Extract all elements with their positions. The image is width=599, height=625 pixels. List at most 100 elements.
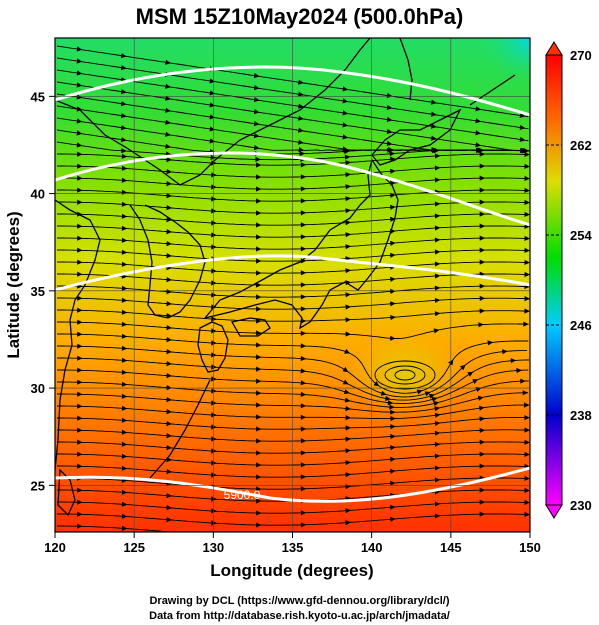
streamline-arrow	[390, 216, 396, 222]
streamline-arrow	[345, 160, 351, 166]
streamline-arrow	[479, 247, 486, 253]
streamline-arrow	[253, 133, 260, 139]
streamline-arrow	[211, 232, 217, 238]
streamline-arrow	[390, 240, 396, 246]
streamline-arrow	[300, 522, 307, 528]
streamline-arrow	[77, 187, 83, 193]
streamline-arrow	[166, 361, 172, 367]
coast-russia	[55, 38, 371, 186]
streamline-arrow	[76, 46, 83, 52]
streamline-arrow	[211, 340, 217, 346]
streamline-arrow	[386, 140, 393, 147]
streamline-arrow	[524, 511, 530, 517]
streamline-arrow	[211, 376, 217, 382]
height-contours	[55, 65, 530, 503]
streamline-arrow	[121, 165, 128, 171]
streamline-arrow	[467, 371, 474, 377]
streamline-arrow	[300, 174, 307, 180]
colorbar-tick-label: 262	[570, 138, 592, 153]
streamline-arrow	[416, 389, 423, 395]
x-tick-label: 135	[282, 540, 304, 555]
streamline-arrow	[211, 292, 217, 298]
streamline-arrow	[211, 424, 217, 430]
streamline-arrow	[524, 415, 530, 421]
streamline-arrow	[77, 247, 83, 253]
streamline-arrow	[256, 162, 262, 168]
y-tick-label: 40	[31, 187, 45, 202]
streamline-arrow	[120, 113, 127, 119]
y-tick-label: 45	[31, 89, 45, 104]
streamline-arrow	[165, 59, 171, 65]
streamline	[57, 369, 529, 404]
streamline-arrow	[166, 289, 172, 295]
streamline-arrow	[390, 288, 396, 294]
streamline-arrow	[211, 244, 217, 250]
streamline-arrow	[523, 321, 529, 327]
streamline-arrow	[524, 296, 530, 302]
streamline-arrow	[253, 73, 260, 79]
colorbar: 230 238 246 254 262 270	[545, 41, 592, 519]
coast-sakhalin	[399, 38, 413, 101]
streamline-arrow	[345, 268, 351, 274]
streamline-arrow	[76, 142, 83, 148]
streamline-arrow	[77, 307, 83, 313]
streamline-arrow	[166, 301, 172, 307]
streamline-arrow	[345, 220, 351, 226]
streamline-arrow	[77, 511, 83, 517]
streamline-arrow	[77, 163, 83, 169]
cold-region-shading	[380, 38, 530, 168]
streamline-arrow	[256, 306, 262, 312]
streamline-arrow	[121, 321, 128, 327]
streamline-arrow	[166, 433, 172, 439]
circulation-ring	[384, 365, 426, 385]
streamline-arrow	[524, 151, 530, 157]
streamline-arrow	[345, 520, 351, 526]
streamline-arrow	[211, 364, 217, 370]
y-axis-label: Latitude (degrees)	[4, 211, 23, 358]
streamline	[57, 525, 169, 532]
streamline-arrow	[165, 131, 171, 137]
streamline-arrow	[345, 304, 351, 310]
grid-lines	[55, 38, 530, 532]
streamline-arrow	[256, 354, 262, 360]
streamline-arrow	[77, 463, 83, 469]
streamline-arrow	[166, 181, 172, 187]
streamline-arrow	[475, 130, 482, 136]
colorbar-bottom-arrow	[545, 504, 563, 519]
streamline-arrow	[256, 246, 262, 252]
streamline-arrow	[166, 277, 172, 283]
colorbar-tick-label: 270	[570, 48, 592, 63]
streamline-arrow	[77, 523, 83, 529]
streamline-arrow	[345, 425, 351, 431]
streamline-arrow	[121, 405, 128, 411]
streamline-arrow	[256, 450, 262, 456]
streamline-arrow	[121, 417, 128, 423]
chart-title: MSM 15Z10May2024 (500.0hPa)	[135, 4, 464, 29]
x-tick-label: 140	[361, 540, 383, 555]
streamline-arrow	[345, 460, 351, 466]
streamline	[57, 357, 529, 401]
streamline-arrow	[345, 208, 351, 214]
streamline-arrow	[121, 501, 128, 507]
streamline-arrow	[209, 78, 216, 84]
streamline-arrow	[77, 175, 83, 181]
streamline-arrow	[211, 196, 217, 202]
data-credit: Data from http://database.rish.kyoto-u.a…	[149, 610, 450, 622]
streamline-arrow	[300, 343, 307, 349]
streamline-arrow	[300, 270, 307, 276]
streamline-arrow	[524, 451, 530, 457]
streamline-arrow	[342, 86, 349, 92]
streamline-arrow	[345, 472, 351, 478]
streamline-arrow	[121, 489, 128, 495]
streamline-arrow	[300, 462, 307, 468]
streamline-arrow	[300, 438, 307, 444]
circulation-ring	[374, 360, 436, 390]
streamline-arrow	[434, 430, 441, 436]
streamline-arrow	[390, 335, 396, 341]
streamline-arrow	[390, 301, 396, 307]
streamline-arrow	[300, 330, 307, 336]
streamline-arrow	[120, 101, 127, 107]
streamline-arrow	[434, 406, 441, 412]
streamline-arrow	[524, 487, 530, 493]
